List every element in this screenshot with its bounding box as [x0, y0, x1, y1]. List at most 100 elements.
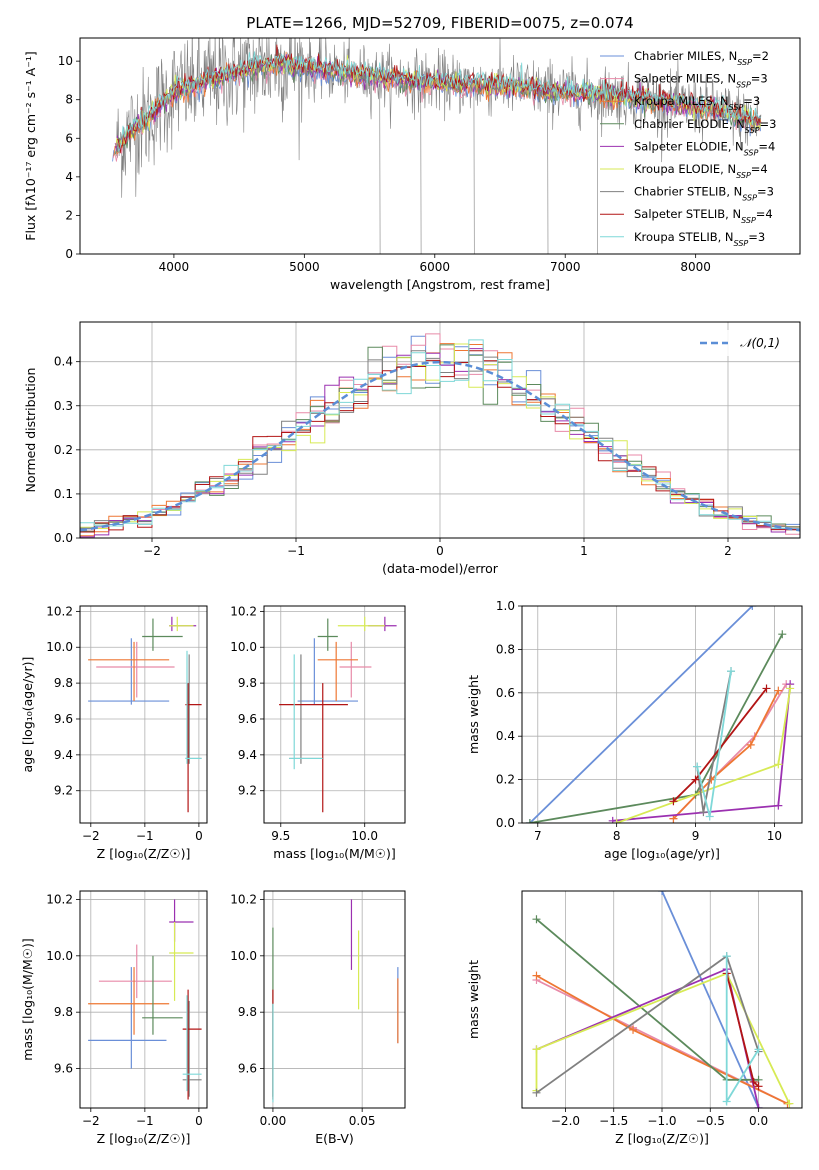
- mass-vs-Z-plot: [88, 899, 202, 1100]
- age-vs-mass-xtick-label: 9.5: [271, 829, 290, 843]
- mass-weight-vs-age-series-marker: [707, 775, 716, 784]
- age-vs-Z-axes: −2 −1 0 9.2 9.4 9.6 9.8 10.0 10.2 Z [log₁₀(Z/Z☉)]…: [20, 604, 207, 861]
- spectrum-legend-label: Salpeter MILES, NSSP=3: [634, 72, 768, 90]
- mass-weight-vs-age-xtick-label: 9: [692, 829, 700, 843]
- age-vs-mass-ytick-label: 9.2: [238, 784, 257, 798]
- mass-weight-vs-Z-series-marker: [532, 1045, 541, 1054]
- residuals-xtick-label: 0: [436, 544, 444, 558]
- mass-weight-vs-Z-xtick-label: −1.0: [647, 1114, 676, 1128]
- residuals-ytick-label: 0.0: [54, 531, 73, 545]
- spectrum-ytick-label: 0: [65, 247, 73, 261]
- mass-weight-vs-age-series-marker: [669, 797, 678, 806]
- residuals-ytick-label: 0.3: [54, 399, 73, 413]
- mass-vs-Z-axes: −2 −1 0 9.6 9.8 10.0 10.2 Z [log₁₀(Z/Z☉)] mass […: [20, 891, 207, 1146]
- residuals-ytick-label: 0.4: [54, 355, 73, 369]
- mass-weight-vs-age-xlabel: age [log₁₀(age/yr)]: [604, 846, 720, 861]
- mass-weight-vs-age-xtick-label: 8: [613, 829, 621, 843]
- mass-vs-EBV-ytick-label: 9.6: [238, 1062, 257, 1076]
- spectrum-legend: Chabrier MILES, NSSP=2 Salpeter MILES, NS…: [600, 49, 776, 247]
- age-vs-Z-xlabel: Z [log₁₀(Z/Z☉)]: [97, 846, 191, 861]
- mass-weight-vs-Z-xlabel: Z [log₁₀(Z/Z☉)]: [615, 1131, 709, 1146]
- mass-weight-vs-Z-series-marker: [754, 1045, 763, 1054]
- mass-weight-vs-Z-xtick-label: −1.5: [599, 1114, 628, 1128]
- residuals-normal-curve: [80, 360, 800, 532]
- mass-vs-EBV-ytick-label: 10.2: [230, 892, 257, 906]
- spectrum-ytick-label: 6: [65, 131, 73, 145]
- spectrum-legend-label: Chabrier ELODIE, NSSP=3: [634, 117, 776, 135]
- mass-weight-vs-age-ytick-label: 0.6: [496, 686, 515, 700]
- spectrum-axes: 4000 5000 6000 7000 8000 0 2 4 6 8 10 wavelength [A…: [23, 38, 776, 292]
- mass-vs-Z-frame: [79, 890, 208, 1109]
- spectrum-legend-label: Chabrier STELIB, NSSP=3: [634, 185, 774, 203]
- mass-weight-vs-age-ytick-label: 0.2: [496, 773, 515, 787]
- age-vs-Z-ytick-label: 9.6: [54, 712, 73, 726]
- mass-weight-vs-age-series-marker: [746, 740, 755, 749]
- mass-weight-vs-age-series-marker: [762, 684, 771, 693]
- age-vs-mass-xtick-label: 10.0: [351, 829, 378, 843]
- spectrum-ytick-label: 2: [65, 208, 73, 222]
- mass-weight-vs-Z-frame: [521, 890, 803, 1109]
- mass-vs-Z-xlabel: Z [log₁₀(Z/Z☉)]: [97, 1131, 191, 1146]
- mass-weight-vs-Z-plot: [532, 891, 794, 1108]
- mass-vs-Z-xtick-label: −1: [136, 1114, 154, 1128]
- mass-vs-Z-ytick-label: 10.2: [46, 892, 73, 906]
- mass-weight-vs-age-series-marker: [691, 775, 700, 784]
- mass-weight-vs-age-series-marker: [705, 812, 714, 821]
- spectrum-frame: [79, 37, 801, 255]
- residuals-legend-box: [690, 330, 794, 356]
- spectrum-xtick-label: 8000: [680, 260, 711, 274]
- mass-weight-vs-Z-series-marker: [754, 1082, 763, 1091]
- mass-weight-vs-age-ylabel: mass weight: [466, 675, 481, 754]
- mass-weight-vs-age-series-line: [529, 633, 784, 823]
- residuals-ylabel: Normed distribution: [23, 368, 38, 493]
- age-vs-mass-ytick-label: 9.4: [238, 748, 257, 762]
- mass-weight-vs-Z-series-marker: [722, 952, 731, 961]
- mass-vs-Z-ytick-label: 9.6: [54, 1062, 73, 1076]
- mass-weight-vs-age-series-marker: [525, 819, 534, 823]
- age-vs-mass-axes: 9.5 10.0 9.2 9.4 9.6 9.8 10.0 10.2 mass [log₁₀(M…: [230, 604, 405, 861]
- residuals-xtick-label: −2: [143, 544, 161, 558]
- spectrum-plot: [112, 38, 762, 254]
- mass-vs-EBV-axes: 0.00 0.05 9.6 9.8 10.0 10.2 E(B-V): [230, 891, 405, 1146]
- mass-vs-EBV-xtick-label: 0.00: [260, 1114, 287, 1128]
- mass-weight-vs-Z-series-marker: [532, 1088, 541, 1097]
- spectrum-ytick-label: 10: [58, 54, 73, 68]
- mass-weight-vs-Z-series-line: [535, 918, 759, 1081]
- mass-vs-EBV-plot: [272, 899, 399, 1103]
- mass-weight-vs-Z-xtick-label: −2.0: [551, 1114, 580, 1128]
- mass-weight-vs-age-axes: 7 8 9 10 0.0 0.2 0.4 0.6 0.8 1.0 age [log₁₀(age/yr…: [466, 599, 802, 861]
- mass-weight-vs-age-series-line: [672, 690, 780, 820]
- mass-weight-vs-age-ytick-label: 0.8: [496, 642, 515, 656]
- mass-weight-vs-age-xtick-label: 10: [767, 829, 782, 843]
- spectrum-xtick-label: 7000: [550, 260, 581, 274]
- age-vs-Z-ytick-label: 9.8: [54, 676, 73, 690]
- residuals-plot: [80, 333, 800, 538]
- age-vs-mass-ytick-label: 10.0: [230, 640, 257, 654]
- residuals-xtick-label: 2: [724, 544, 732, 558]
- mass-weight-vs-age-series-marker: [748, 606, 757, 610]
- age-vs-Z-xtick-label: −2: [82, 829, 100, 843]
- mass-vs-Z-ytick-label: 10.0: [46, 949, 73, 963]
- mass-vs-Z-ylabel: mass [log₁₀(M/M☉)]: [20, 938, 35, 1060]
- mass-weight-vs-Z-axes: −2.0 −1.5 −1.0 −0.5 0.0 Z [log₁₀(Z/Z☉)] mass w…: [466, 891, 794, 1146]
- mass-weight-vs-age-series-marker: [608, 816, 617, 823]
- residuals-frame: [79, 321, 801, 539]
- spectrum-xlabel: wavelength [Angstrom, rest frame]: [330, 277, 550, 292]
- age-vs-mass-frame: [263, 605, 406, 824]
- mass-vs-EBV-ytick-label: 10.0: [230, 949, 257, 963]
- mass-weight-vs-age-ytick-label: 0.4: [496, 729, 515, 743]
- residuals-legend-label: 𝒩(0,1): [740, 336, 780, 350]
- spectrum-legend-label: Salpeter STELIB, NSSP=4: [634, 207, 773, 225]
- mass-weight-vs-Z-series-line: [536, 967, 760, 1108]
- mass-vs-EBV-xtick-label: 0.05: [349, 1114, 376, 1128]
- mass-weight-vs-age-series-marker: [778, 630, 787, 639]
- residuals-xtick-label: 1: [580, 544, 588, 558]
- figure-title: PLATE=1266, MJD=52709, FIBERID=0075, z=0…: [246, 14, 633, 32]
- spectrum-model-series: [117, 51, 761, 154]
- mass-weight-vs-age-series-marker: [774, 801, 783, 810]
- spectrum-legend-label: Chabrier MILES, NSSP=2: [634, 49, 769, 67]
- age-vs-mass-ytick-label: 10.2: [230, 604, 257, 618]
- age-vs-Z-ytick-label: 9.2: [54, 784, 73, 798]
- mass-weight-vs-age-series-marker: [786, 684, 795, 693]
